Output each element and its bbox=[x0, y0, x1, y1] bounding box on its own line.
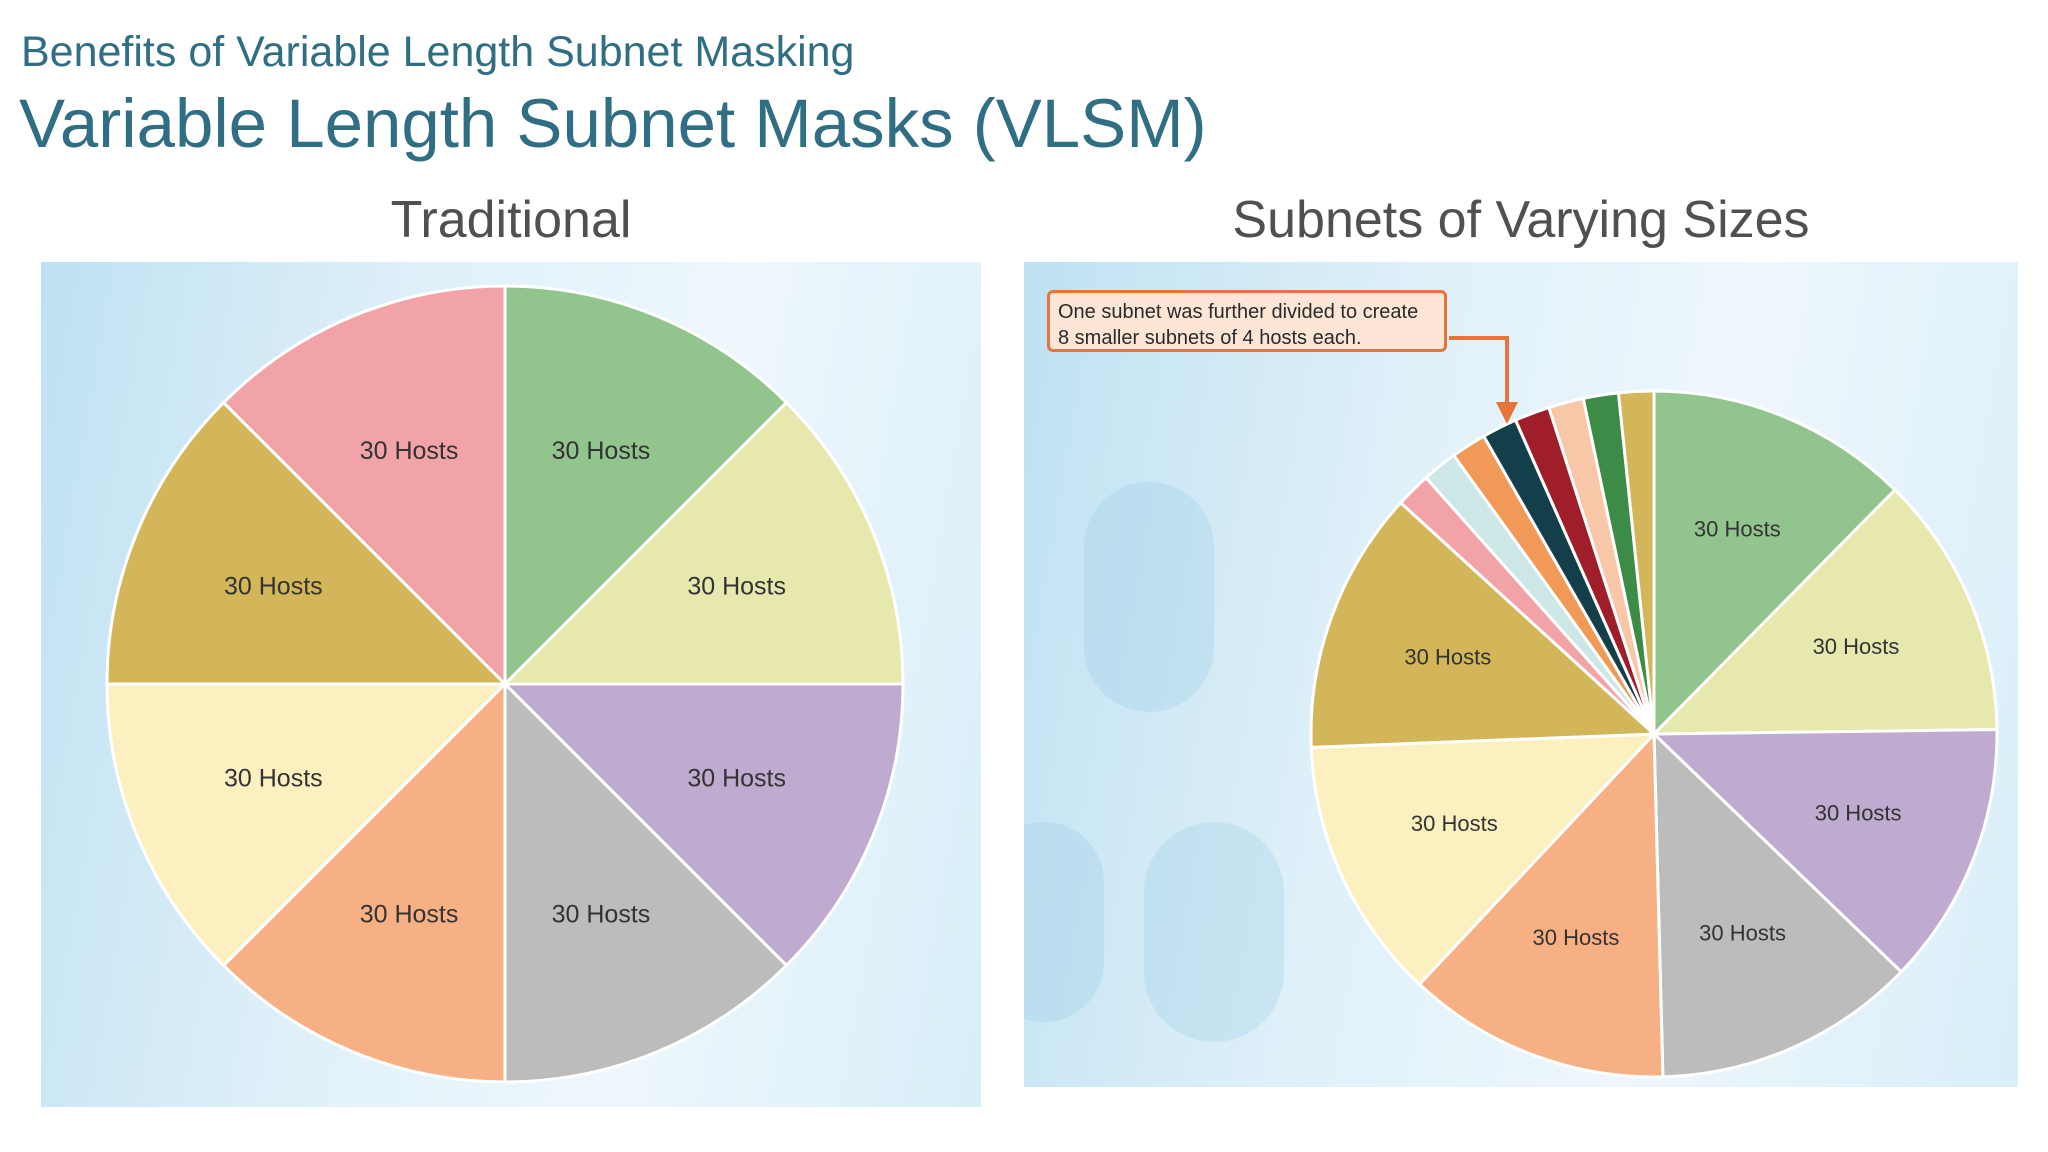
traditional-pie-chart: 30 Hosts 30 Hosts 30 Hosts 30 Hosts 30 Hosts… bbox=[105, 284, 905, 1084]
pie-slice bbox=[1652, 730, 1904, 1079]
pie-slice bbox=[501, 400, 905, 686]
background-shape bbox=[1144, 822, 1284, 1042]
pie-slice bbox=[1652, 389, 1898, 738]
slice-label: 30 Hosts bbox=[1699, 921, 1786, 946]
slice-label: 30 Hosts bbox=[1815, 801, 1902, 826]
pie-slice bbox=[1309, 500, 1658, 749]
slice-label: 30 Hosts bbox=[1533, 925, 1620, 950]
pie-slice bbox=[1417, 730, 1665, 1079]
background-shape bbox=[1084, 482, 1214, 712]
slice-label: 30 Hosts bbox=[360, 437, 459, 465]
slice-label: 30 Hosts bbox=[687, 573, 786, 601]
callout-line-1: One subnet was further divided to create bbox=[1058, 301, 1419, 323]
arrow-down-icon bbox=[1496, 402, 1518, 424]
pie-slice bbox=[1309, 732, 1658, 987]
slice-label: 30 Hosts bbox=[224, 573, 323, 601]
slice-label: 30 Hosts bbox=[1813, 634, 1900, 659]
pie-slice bbox=[105, 400, 509, 686]
traditional-chart-panel: 30 Hosts 30 Hosts 30 Hosts 30 Hosts 30 Hosts… bbox=[41, 262, 981, 1107]
slice-label: 30 Hosts bbox=[552, 437, 651, 465]
pie-slice bbox=[221, 680, 507, 1084]
pie-slice bbox=[1650, 487, 1999, 736]
slice-label: 30 Hosts bbox=[1411, 811, 1498, 836]
pie-slice bbox=[1616, 389, 1656, 735]
pie-slice bbox=[221, 284, 507, 688]
pie-slice bbox=[503, 680, 789, 1084]
pie-slice bbox=[105, 682, 509, 968]
slide-title: Variable Length Subnet Masks (VLSM) bbox=[19, 85, 1207, 162]
background-shape bbox=[1024, 822, 1104, 1022]
pie-slice bbox=[501, 682, 905, 968]
callout-annotation: One subnet was further divided to create… bbox=[1047, 290, 1447, 352]
slide-subtitle: Benefits of Variable Length Subnet Maski… bbox=[21, 28, 855, 76]
slice-label: 30 Hosts bbox=[1404, 644, 1491, 669]
pie-slice bbox=[1650, 728, 1999, 974]
slice-label: 30 Hosts bbox=[360, 900, 459, 928]
chart-title-varying-sizes: Subnets of Varying Sizes bbox=[1232, 191, 1810, 249]
slice-label: 30 Hosts bbox=[687, 765, 786, 793]
pie-slice bbox=[503, 284, 789, 688]
slice-label: 30 Hosts bbox=[224, 765, 323, 793]
slice-label: 30 Hosts bbox=[1694, 517, 1781, 542]
vlsm-pie-chart: 30 Hosts 30 Hosts 30 Hosts 30 Hosts 30 Hosts… bbox=[1309, 336, 1999, 1079]
callout-line-2: 8 smaller subnets of 4 hosts each. bbox=[1058, 327, 1362, 349]
callout-connector bbox=[1449, 336, 1509, 404]
slice-label: 30 Hosts bbox=[552, 900, 651, 928]
chart-title-traditional: Traditional bbox=[390, 191, 632, 249]
vlsm-chart-panel: 30 Hosts 30 Hosts 30 Hosts 30 Hosts 30 Hosts… bbox=[1024, 262, 2018, 1087]
